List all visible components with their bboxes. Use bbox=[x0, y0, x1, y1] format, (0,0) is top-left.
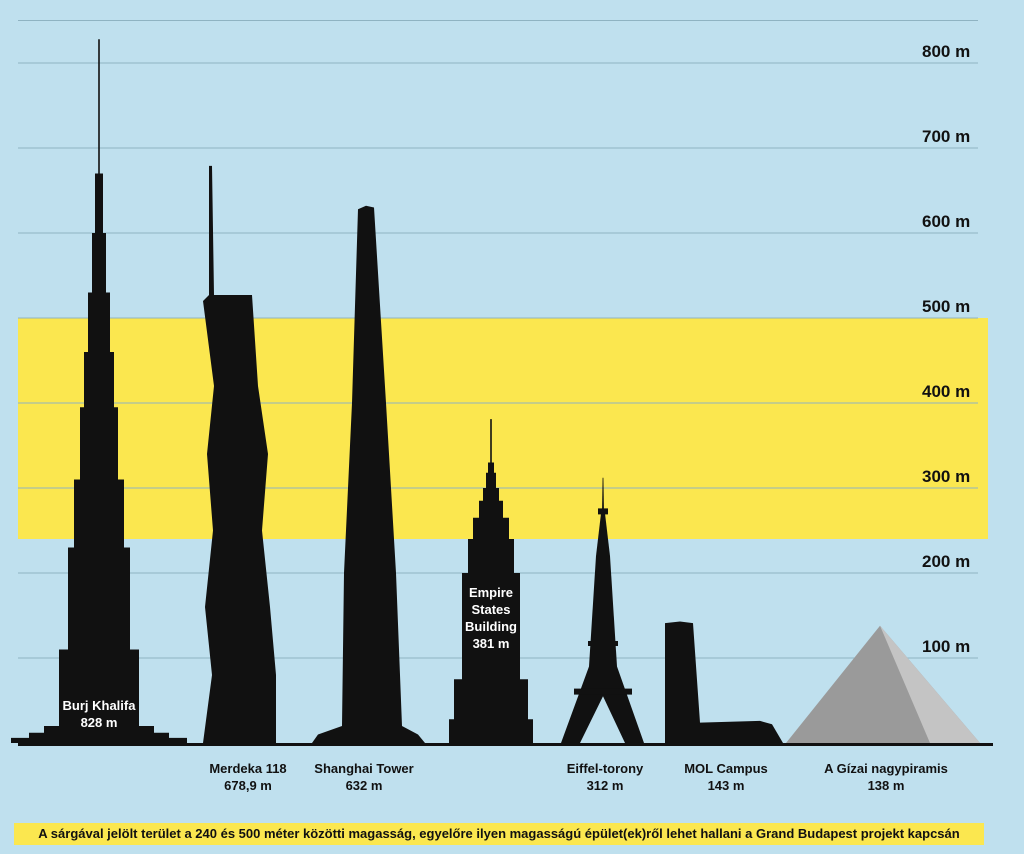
ground-line bbox=[18, 743, 993, 746]
category-label: A Gízai nagypiramis bbox=[824, 761, 948, 776]
bar-eiffel-torony bbox=[561, 477, 644, 743]
bar-merdeka-118 bbox=[203, 165, 276, 743]
y-tick-label: 300 m bbox=[922, 467, 970, 486]
pyramid-lit-face bbox=[880, 625, 980, 743]
y-tick-label: 500 m bbox=[922, 297, 970, 316]
bar-burj-khalifa bbox=[11, 39, 187, 743]
value-label: 143 m bbox=[708, 778, 745, 793]
category-label: MOL Campus bbox=[684, 761, 768, 776]
value-label: 381 m bbox=[473, 636, 510, 651]
bar-empire-state-building bbox=[449, 419, 533, 743]
y-tick-label: 200 m bbox=[922, 552, 970, 571]
bar-shanghai-tower bbox=[312, 205, 425, 744]
category-label: Empire bbox=[469, 585, 513, 600]
y-tick-label: 100 m bbox=[922, 637, 970, 656]
value-label: 138 m bbox=[868, 778, 905, 793]
value-label: 678,9 m bbox=[224, 778, 272, 793]
category-label: Shanghai Tower bbox=[314, 761, 413, 776]
y-tick-label: 400 m bbox=[922, 382, 970, 401]
category-label: Eiffel-torony bbox=[567, 761, 644, 776]
y-tick-label: 700 m bbox=[922, 127, 970, 146]
y-tick-label: 600 m bbox=[922, 212, 970, 231]
value-label: 828 m bbox=[81, 715, 118, 730]
y-tick-label: 800 m bbox=[922, 42, 970, 61]
category-label: Merdeka 118 bbox=[209, 761, 286, 776]
value-label: 632 m bbox=[346, 778, 383, 793]
bar-mol-campus bbox=[665, 621, 783, 743]
category-label: Building bbox=[465, 619, 517, 634]
category-label: Burj Khalifa bbox=[63, 698, 137, 713]
category-label: States bbox=[471, 602, 510, 617]
value-label: 312 m bbox=[587, 778, 624, 793]
chart-annotation: A sárgával jelölt terület a 240 és 500 m… bbox=[14, 823, 984, 845]
